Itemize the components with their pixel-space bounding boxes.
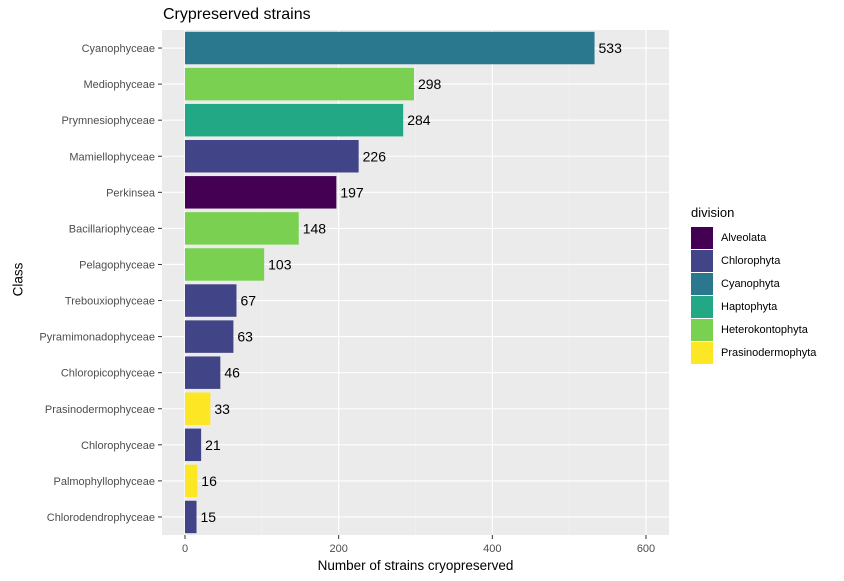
y-tick-label: Prasinodermophyceae [45, 404, 155, 416]
x-tick-label: 0 [182, 543, 188, 555]
y-axis-label: Class [10, 262, 26, 297]
bar-value-label: 33 [214, 401, 230, 417]
legend-swatch [691, 318, 713, 341]
bar [185, 140, 359, 173]
legend-swatch [691, 295, 713, 318]
legend-swatch [691, 341, 713, 364]
legend-swatch [691, 249, 713, 272]
legend-label: Haptophyta [721, 300, 778, 313]
y-tick-label: Bacillariophyceae [69, 223, 155, 235]
bar-value-label: 533 [599, 40, 623, 56]
bar [185, 103, 404, 137]
legend-item-alveolata: Alveolata [691, 226, 816, 249]
y-tick-label: Perkinsea [106, 187, 156, 199]
y-tick-label: Chloropicophyceae [61, 368, 155, 380]
bar-value-label: 197 [340, 184, 364, 200]
legend-label: Cyanophyta [721, 277, 780, 290]
x-tick-label: 200 [329, 543, 347, 555]
bar [185, 356, 221, 389]
bar [185, 176, 337, 209]
bar-value-label: 226 [363, 148, 387, 164]
y-tick-label: Mamiellophyceae [69, 151, 155, 163]
y-tick-label: Mediophyceae [83, 79, 155, 91]
y-tick-label: Pyramimonadophyceae [39, 332, 155, 344]
bar [185, 31, 595, 65]
legend-item-heterokontophyta: Heterokontophyta [691, 318, 816, 341]
bar [185, 284, 237, 317]
legend-label: Alveolata [721, 231, 767, 244]
y-tick-label: Cyanophyceae [82, 43, 155, 55]
bar [185, 212, 299, 245]
x-axis-label: Number of strains cryopreserved [317, 558, 514, 573]
bar-value-label: 15 [201, 509, 217, 525]
y-tick-label: Trebouxiophyceae [65, 296, 155, 308]
legend-label: Heterokontophyta [721, 323, 808, 336]
legend-swatch [691, 226, 713, 249]
bar [185, 248, 265, 281]
legend-label: Chlorophyta [721, 254, 781, 267]
x-tick-label: 400 [483, 543, 501, 555]
bar-value-label: 148 [303, 220, 327, 236]
bar-value-label: 298 [418, 76, 442, 92]
legend-item-cyanophyta: Cyanophyta [691, 272, 816, 295]
chart-title: Crypreserved strains [163, 6, 311, 23]
bar-value-label: 284 [407, 112, 431, 128]
x-tick-label: 600 [637, 543, 655, 555]
bar-value-label: 103 [268, 256, 292, 272]
bar-value-label: 21 [205, 437, 221, 453]
bar-value-label: 67 [240, 293, 256, 309]
bar-value-label: 16 [201, 473, 217, 489]
legend-label: Prasinodermophyta [721, 346, 817, 359]
bar-value-label: 63 [237, 329, 253, 345]
y-tick-label: Palmophyllophyceae [53, 476, 155, 488]
legend: division Alveolata Chlorophyta Cyanophyt… [691, 205, 816, 364]
bar-value-label: 46 [224, 365, 240, 381]
legend-item-chlorophyta: Chlorophyta [691, 249, 816, 272]
legend-item-prasinodermophyta: Prasinodermophyta [691, 341, 816, 364]
legend-title: division [691, 205, 735, 220]
y-tick-label: Pelagophyceae [79, 259, 155, 271]
bar [185, 392, 211, 425]
bar [185, 464, 198, 498]
y-tick-label: Chlorodendrophyceae [47, 512, 155, 524]
legend-swatch [691, 272, 713, 295]
bar [185, 500, 197, 534]
bar [185, 320, 234, 353]
bar [185, 428, 202, 462]
legend-item-haptophyta: Haptophyta [691, 295, 816, 318]
bar [185, 67, 414, 101]
y-tick-label: Prymnesiophyceae [61, 115, 155, 127]
y-tick-label: Chlorophyceae [81, 440, 155, 452]
